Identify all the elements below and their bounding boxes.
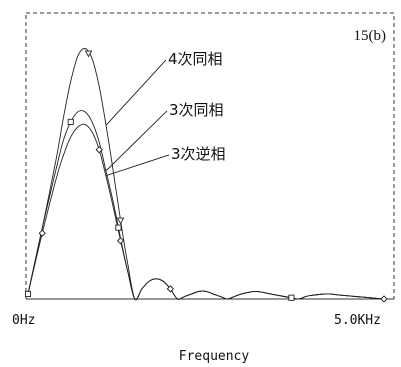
- series-label-3rd-anti-phase: 3次逆相: [171, 145, 226, 163]
- data-point-marker-3rd-anti-phase-0: [38, 229, 46, 237]
- data-point-marker-3rd-in-phase-1: [67, 118, 74, 125]
- leader-line-4th-in-phase: [105, 59, 167, 126]
- panel-label: 15(b): [354, 28, 387, 44]
- leader-line-3rd-in-phase: [106, 110, 168, 171]
- data-point-marker-3rd-in-phase-2: [115, 224, 122, 231]
- data-point-marker-3rd-anti-phase-3: [166, 285, 175, 293]
- data-point-marker-3rd-anti-phase-2: [116, 237, 125, 245]
- data-point-marker-3rd-in-phase-3: [288, 294, 295, 301]
- data-point-marker-3rd-anti-phase-4: [380, 295, 388, 303]
- series-curves: [27, 48, 385, 301]
- data-point-marker-4th-in-phase-0: [84, 50, 93, 58]
- series-label-4th-in-phase: 4次同相: [168, 50, 223, 68]
- series-line-4th-in-phase: [27, 48, 385, 301]
- leader-line-3rd-anti-phase: [106, 154, 170, 176]
- series-label-3rd-in-phase: 3次同相: [169, 101, 224, 119]
- series-line-3rd-anti-phase: [27, 123, 385, 300]
- data-point-marker-4th-in-phase-1: [116, 217, 125, 225]
- data-point-marker-3rd-anti-phase-1: [95, 146, 103, 154]
- plot-frame: [25, 12, 395, 300]
- x-tick-label-start: 0Hz: [12, 313, 35, 328]
- x-tick-label-end: 5.0KHz: [334, 313, 381, 328]
- x-axis-title: Frequency: [179, 349, 250, 364]
- label-leader-lines: [105, 59, 170, 176]
- series-line-3rd-in-phase: [27, 110, 385, 300]
- series-markers: [24, 50, 388, 303]
- data-point-marker-3rd-in-phase-0: [24, 290, 32, 297]
